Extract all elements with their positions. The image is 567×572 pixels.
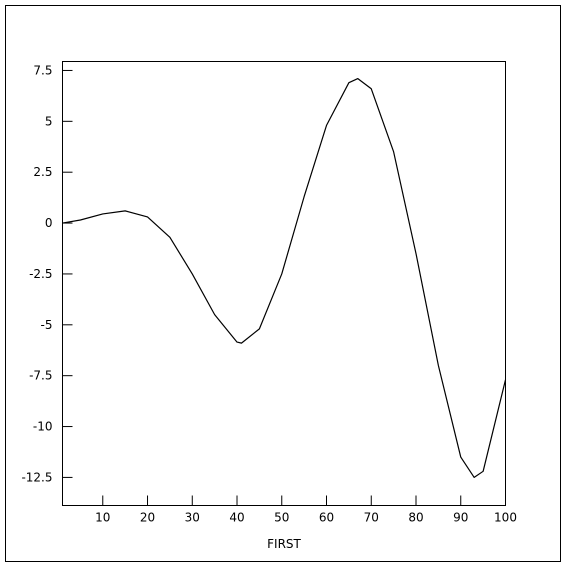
- x-tick-label: 100: [494, 511, 517, 525]
- x-tick-label: 10: [95, 511, 110, 525]
- y-tick-label: -7.5: [29, 369, 52, 383]
- x-tick-label: 30: [185, 511, 200, 525]
- y-tick-label: -5: [41, 318, 53, 332]
- plot-frame: [62, 61, 506, 506]
- x-tick-label: 90: [453, 511, 468, 525]
- x-tick-label: 40: [229, 511, 244, 525]
- y-tick-label: -10: [33, 420, 53, 434]
- x-tick-label: 50: [274, 511, 289, 525]
- x-tick-label: 70: [364, 511, 379, 525]
- y-tick-label: 7.5: [33, 63, 52, 77]
- series-line: [62, 77, 507, 479]
- y-tick-label: -2.5: [29, 267, 52, 281]
- y-tick-label: 2.5: [33, 165, 52, 179]
- x-tick-label: 80: [408, 511, 423, 525]
- x-tick-label: 20: [140, 511, 155, 525]
- x-tick-label: 60: [319, 511, 334, 525]
- y-tick-label: -12.5: [21, 470, 52, 484]
- canvas-frame: [5, 5, 561, 562]
- y-tick-label: 0: [45, 216, 53, 230]
- x-axis-label: FIRST: [267, 537, 301, 551]
- y-tick-label: 5: [45, 114, 53, 128]
